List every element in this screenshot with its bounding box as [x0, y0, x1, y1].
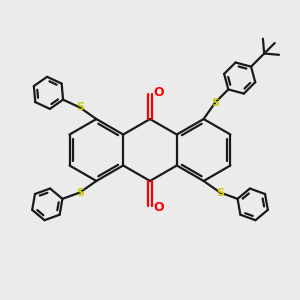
Text: S: S	[216, 188, 224, 197]
Text: S: S	[76, 188, 84, 197]
Text: O: O	[153, 201, 164, 214]
Text: S: S	[211, 98, 219, 108]
Text: O: O	[153, 86, 164, 99]
Text: S: S	[76, 103, 84, 112]
